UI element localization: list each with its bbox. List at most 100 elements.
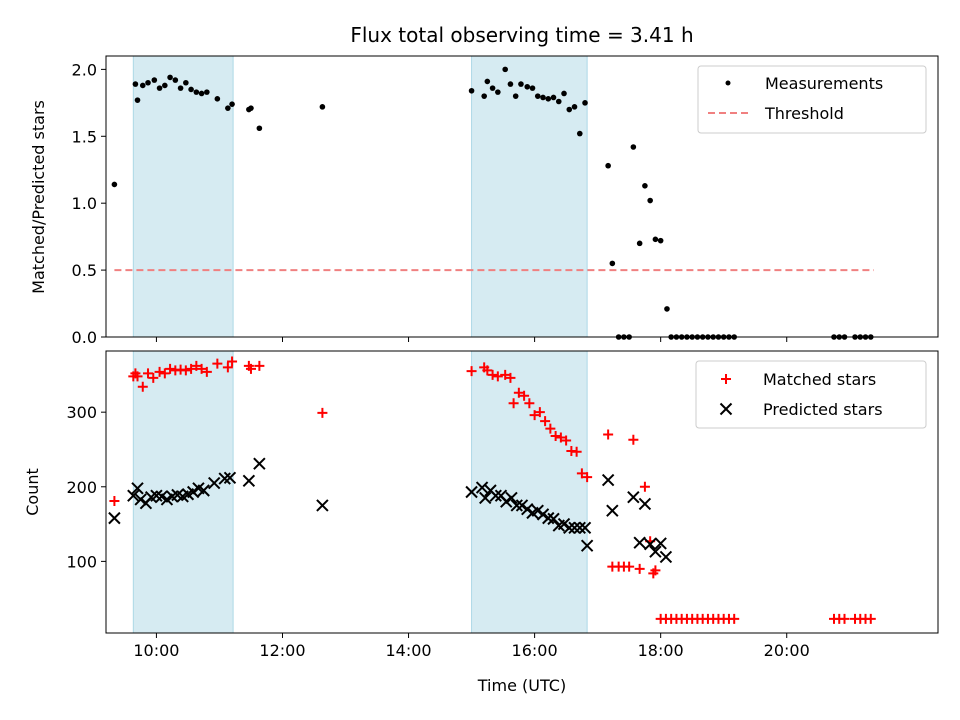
predicted-stars-point <box>578 521 592 535</box>
predicted-stars-point <box>536 508 550 521</box>
shaded-interval <box>132 350 234 634</box>
matched-stars-point <box>186 363 197 374</box>
measurement-point <box>248 105 254 111</box>
predicted-stars-point <box>134 493 147 506</box>
matched-stars-point <box>529 410 540 421</box>
measurement-point <box>198 90 205 97</box>
matched-stars-point <box>729 613 740 624</box>
predicted-stars-point <box>601 473 615 487</box>
measurement-point <box>657 237 664 244</box>
predicted-stars-point <box>638 497 652 511</box>
y-tick-label: 2.0 <box>72 60 97 79</box>
matched-stars-point <box>143 368 154 379</box>
measurement-point <box>566 106 573 113</box>
matched-stars-point <box>582 472 593 483</box>
predicted-stars-point <box>127 489 140 502</box>
top-shaded-intervals <box>132 55 588 338</box>
top-axes-frame <box>105 55 939 338</box>
matched-stars-point <box>227 356 238 367</box>
top-panel: 0.00.51.01.52.0 Matched/Predicted stars … <box>29 55 939 347</box>
measurement-point <box>550 94 557 101</box>
measurement-point <box>571 104 578 110</box>
x-tick-label: 18:00 <box>638 641 684 660</box>
predicted-stars-point <box>515 499 529 512</box>
legend-marker-measurements <box>725 80 731 86</box>
predicted-stars-point <box>521 502 534 516</box>
predicted-stars-point <box>186 485 200 499</box>
top-x-ticks <box>155 337 788 342</box>
legend-label-predicted-stars: Predicted stars <box>763 400 883 419</box>
measurement-point <box>484 78 491 85</box>
chart-title: Flux total observing time = 3.41 h <box>350 23 693 47</box>
predicted-stars-point <box>547 512 560 526</box>
measurement-point <box>555 98 562 105</box>
predicted-stars-point <box>242 474 256 488</box>
measurement-point <box>145 79 151 86</box>
matched-stars-point <box>571 446 582 457</box>
bottom-y-axis-label: Count <box>23 468 42 516</box>
predicted-stars-point <box>643 538 657 551</box>
measurement-point <box>177 85 184 91</box>
x-tick-label: 16:00 <box>512 641 558 660</box>
predicted-stars-point <box>197 484 210 497</box>
measurement-point <box>489 85 496 91</box>
legend-marker-matched-stars <box>721 374 731 384</box>
measurement-point <box>225 105 231 111</box>
shaded-interval <box>471 55 588 338</box>
matched-stars-point <box>154 366 165 377</box>
matched-stars-point <box>109 495 120 506</box>
measurement-point <box>156 85 163 91</box>
matched-stars-point <box>839 613 850 624</box>
predicted-stars-point <box>563 521 576 535</box>
measurement-point <box>524 83 531 90</box>
measurement-point <box>545 96 552 102</box>
x-tick-label: 12:00 <box>259 641 305 660</box>
measurement-point <box>507 81 514 87</box>
matched-stars-point <box>519 390 530 401</box>
measurement-point <box>630 144 637 150</box>
top-legend: Measurements Threshold <box>697 65 927 134</box>
measurement-point <box>518 81 524 87</box>
measurement-point <box>576 130 583 137</box>
y-tick-label: 200 <box>66 478 97 497</box>
matched-stars-point <box>487 369 498 380</box>
measurement-point <box>111 181 118 188</box>
matched-stars-point <box>137 381 148 392</box>
matched-stars-point <box>245 363 256 374</box>
matched-stars-point <box>634 563 645 574</box>
matched-stars-point <box>165 363 176 374</box>
predicted-stars-point <box>568 521 581 535</box>
bottom-panel: 100 200 300 10:00 12:00 14:00 16:00 18:00 20:00… <box>23 350 939 695</box>
measurement-point <box>561 90 567 97</box>
measurement-point <box>172 77 179 83</box>
matched-stars-point <box>576 468 587 479</box>
predicted-stars-point <box>627 491 640 504</box>
measurement-point <box>647 197 653 204</box>
predicted-stars-point <box>475 481 489 494</box>
predicted-stars-series <box>108 457 673 564</box>
top-y-ticks: 0.0 0.5 1.0 1.5 2.0 <box>72 60 106 347</box>
predicted-stars-point <box>489 489 502 502</box>
measurement-point <box>183 79 189 86</box>
matched-stars-point <box>508 398 519 409</box>
predicted-stars-point <box>131 482 144 495</box>
predicted-stars-point <box>223 471 237 485</box>
predicted-stars-point <box>580 539 594 552</box>
matched-stars-point <box>628 434 639 445</box>
matched-stars-point <box>561 435 572 446</box>
top-y-axis-label: Matched/Predicted stars <box>29 100 48 294</box>
matched-stars-point <box>555 432 566 443</box>
predicted-stars-point <box>479 491 492 505</box>
matched-stars-point <box>534 407 545 418</box>
measurement-point <box>481 93 487 99</box>
matched-stars-point <box>254 360 265 371</box>
matched-stars-point <box>540 416 551 427</box>
legend-label-matched-stars: Matched stars <box>763 370 876 389</box>
matched-stars-point <box>212 358 223 369</box>
measurement-point <box>151 77 158 83</box>
matched-stars-point <box>624 561 635 572</box>
measurement-point <box>664 306 670 312</box>
predicted-stars-point <box>316 499 329 512</box>
y-tick-label: 1.5 <box>72 127 97 146</box>
legend-label-measurements: Measurements <box>765 74 883 93</box>
